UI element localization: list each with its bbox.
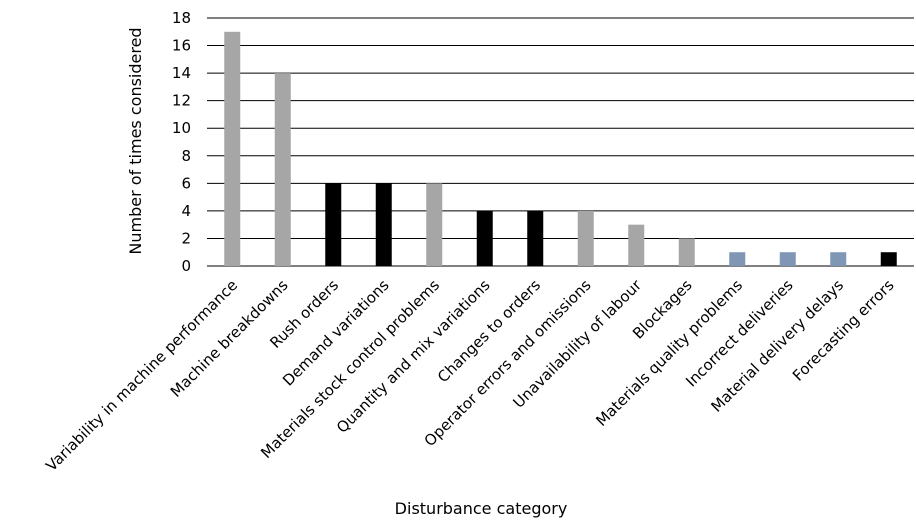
y-tick-labels: 0 2 4 6 8 10 12 14 16 18 [172, 9, 191, 275]
bar [476, 210, 493, 266]
bar [830, 252, 847, 266]
bar [880, 252, 897, 266]
bars [224, 31, 897, 267]
bar [729, 252, 746, 266]
y-axis-title: Number of times considered [126, 27, 145, 254]
x-category-labels: Variability in machine performanceMachin… [42, 276, 897, 475]
grid-lines [207, 17, 914, 267]
y-tick-label: 4 [181, 202, 191, 220]
x-category-label: Materials stock control problems [257, 276, 443, 462]
y-tick-label: 2 [181, 229, 191, 247]
bar [527, 210, 544, 266]
bar [426, 183, 443, 266]
bar [375, 183, 392, 266]
y-tick-label: 0 [181, 257, 191, 275]
x-category-label: Variability in machine performance [42, 276, 241, 475]
y-tick-label: 8 [181, 147, 191, 165]
bar [678, 238, 695, 266]
bar [577, 210, 594, 266]
bar [779, 252, 796, 266]
y-tick-label: 12 [172, 92, 191, 110]
y-tick-label: 10 [172, 119, 191, 137]
x-axis-title: Disturbance category [395, 499, 568, 518]
y-tick-label: 14 [172, 64, 191, 82]
bar [628, 224, 645, 266]
bar [224, 31, 241, 267]
y-tick-label: 6 [181, 174, 191, 192]
y-tick-label: 16 [172, 37, 191, 55]
y-tick-label: 18 [172, 9, 191, 27]
bar [325, 183, 342, 266]
bar [274, 73, 291, 266]
